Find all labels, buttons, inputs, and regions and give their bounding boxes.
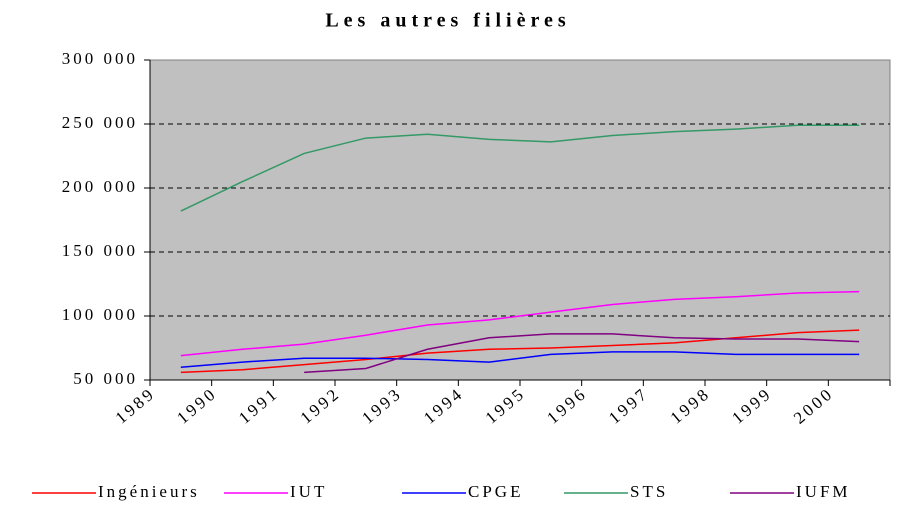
x-tick-label: 1994 bbox=[420, 384, 467, 428]
y-tick-label: 100 000 bbox=[62, 305, 138, 324]
x-tick-label: 1993 bbox=[358, 384, 405, 428]
legend-label: CPGE bbox=[468, 482, 523, 501]
x-tick-label: 2000 bbox=[790, 384, 837, 428]
line bbox=[180, 290, 860, 357]
legend-label: STS bbox=[630, 482, 668, 501]
y-tick-label: 200 000 bbox=[62, 177, 138, 196]
legend-label: IUT bbox=[290, 482, 327, 501]
line bbox=[180, 124, 860, 212]
line bbox=[180, 351, 860, 368]
plot-area bbox=[149, 59, 891, 381]
x-tick-label: 1997 bbox=[605, 384, 652, 428]
x-tick-label: 1999 bbox=[728, 384, 775, 428]
x-tick-label: 1990 bbox=[173, 384, 220, 428]
x-tick-label: 1991 bbox=[235, 384, 282, 428]
legend-label: IUFM bbox=[796, 482, 851, 501]
line bbox=[304, 333, 860, 374]
x-tick-label: 1998 bbox=[667, 384, 714, 428]
y-tick-label: 300 000 bbox=[62, 49, 138, 68]
x-tick-label: 1992 bbox=[297, 384, 344, 428]
line bbox=[180, 329, 860, 374]
y-tick-label: 150 000 bbox=[62, 241, 138, 260]
x-tick-label: 1996 bbox=[543, 384, 590, 428]
y-tick-label: 250 000 bbox=[62, 113, 138, 132]
x-tick-label: 1989 bbox=[112, 384, 159, 428]
x-tick-label: 1995 bbox=[482, 384, 529, 428]
y-tick-label: 50 000 bbox=[73, 369, 138, 388]
chart-title: Les autres filières bbox=[325, 10, 570, 32]
legend-label: Ingénieurs bbox=[98, 482, 200, 501]
